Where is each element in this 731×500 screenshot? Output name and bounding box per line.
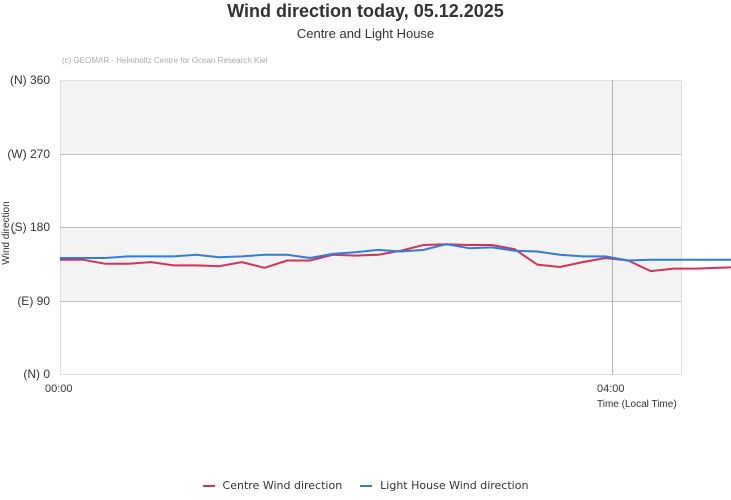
y-axis-title: Wind direction ° [1, 201, 23, 265]
centre-wind-line[interactable] [60, 243, 731, 273]
legend-label-lighthouse: Light House Wind direction [380, 479, 529, 492]
band-270-360 [60, 80, 681, 154]
legend-item-lighthouse[interactable]: Light House Wind direction [360, 479, 528, 492]
lighthouse-swatch-icon [360, 484, 373, 487]
x-tick-0000: 00:00 [45, 383, 73, 395]
band-90-180 [60, 227, 681, 301]
y-tick-360: (N) 360 [9, 73, 50, 87]
y-tick-90: (E) 90 [17, 294, 50, 308]
band-180-270 [60, 154, 681, 227]
band-0-90 [60, 301, 681, 374]
legend-item-centre[interactable]: Centre Wind direction [202, 479, 343, 492]
y-tick-180: (S) 180 [10, 220, 50, 234]
x-tick-0400: 04:00 [597, 383, 625, 395]
legend: Centre Wind direction Light House Wind d… [0, 479, 731, 492]
chart-subtitle: Centre and Light House [296, 26, 435, 41]
centre-swatch-icon [202, 484, 215, 487]
lighthouse-wind-line[interactable] [60, 243, 731, 262]
credit-text: (c) GEOMAR - Helmholtz Centre for Ocean … [62, 56, 268, 65]
chart-title: Wind direction today, 05.12.2025 [227, 1, 504, 21]
y-tick-270: (W) 270 [7, 147, 50, 161]
legend-label-centre: Centre Wind direction [222, 479, 343, 492]
y-tick-0: (N) 0 [23, 367, 50, 381]
x-axis-title: Time (Local Time) [597, 399, 677, 410]
